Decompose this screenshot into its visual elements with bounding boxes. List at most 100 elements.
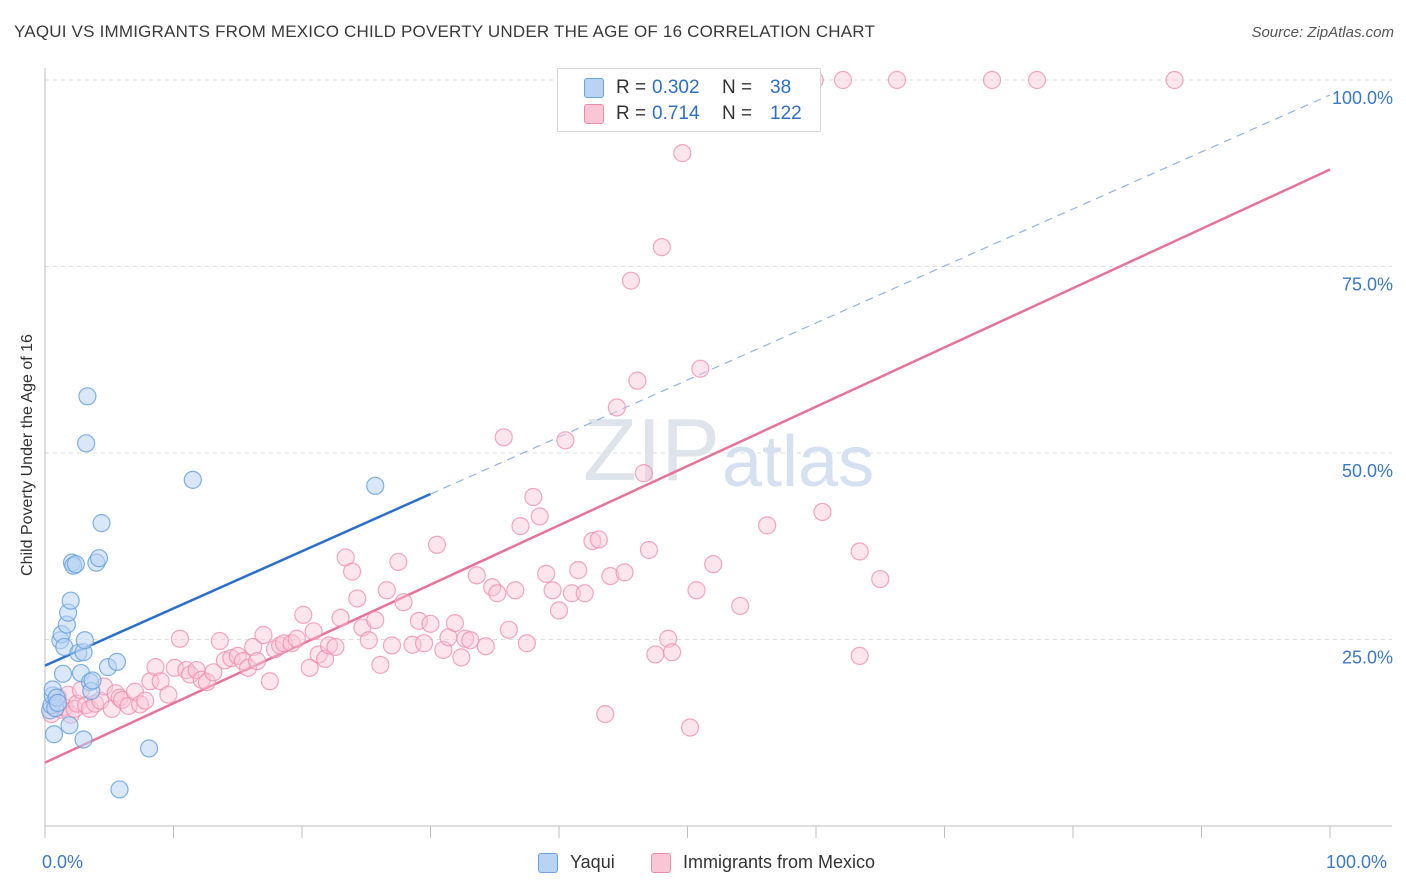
data-point-mexico <box>331 608 350 627</box>
data-point-yaqui <box>92 514 111 533</box>
watermark-atlas: atlas <box>722 422 874 502</box>
data-point-mexico <box>731 596 750 616</box>
legend-row-yaqui: R = 0.302 N = 38 <box>584 77 791 99</box>
data-point-mexico <box>569 561 588 580</box>
data-point-mexico <box>652 238 671 257</box>
data-point-yaqui <box>77 434 96 453</box>
grid-lines <box>45 79 1392 640</box>
data-point-yaqui <box>89 549 109 568</box>
data-point-mexico <box>146 658 165 677</box>
data-point-yaqui <box>83 671 102 690</box>
data-point-yaqui <box>75 631 94 650</box>
data-point-yaqui <box>366 476 385 495</box>
data-point-mexico <box>165 658 184 677</box>
data-point-mexico <box>260 672 279 691</box>
trend-lines <box>44 94 1331 764</box>
data-point-mexico <box>238 658 258 677</box>
data-point-mexico <box>494 428 513 447</box>
data-point-mexico <box>151 672 170 691</box>
data-point-mexico <box>136 691 155 710</box>
data-point-mexico <box>634 464 653 483</box>
data-point-mexico <box>646 645 665 664</box>
chart-title: YAQUI VS IMMIGRANTS FROM MEXICO CHILD PO… <box>14 22 876 41</box>
data-point-mexico <box>530 507 549 526</box>
trend-line-yaqui-extension <box>430 94 1331 495</box>
data-point-mexico <box>549 601 569 620</box>
data-point-mexico <box>615 563 634 582</box>
data-point-mexico <box>452 648 471 667</box>
data-point-yaqui <box>60 716 79 735</box>
data-point-mexico <box>409 611 429 630</box>
y-tick-label: 100.0% <box>1332 88 1393 108</box>
data-point-mexico <box>403 635 422 654</box>
data-point-mexico <box>65 699 84 718</box>
data-point-yaqui <box>139 739 159 758</box>
legend-item-yaqui[interactable]: Yaqui <box>538 852 615 873</box>
data-point-yaqui <box>107 652 127 671</box>
data-point-mexico <box>197 672 217 692</box>
data-point-yaqui <box>53 664 73 683</box>
data-point-mexico <box>343 562 362 581</box>
data-point-mexico <box>488 584 507 603</box>
data-point-mexico <box>366 611 385 630</box>
data-point-mexico <box>562 584 581 603</box>
data-point-mexico <box>159 685 178 704</box>
data-point-mexico <box>511 517 530 536</box>
data-point-mexico <box>371 655 390 674</box>
data-point-mexico <box>607 398 626 417</box>
data-point-yaqui <box>110 780 129 799</box>
data-point-yaqui <box>66 555 85 574</box>
data-point-mexico <box>506 581 525 600</box>
data-point-mexico <box>254 625 273 645</box>
data-point-mexico <box>850 542 869 561</box>
data-point-mexico <box>210 631 229 651</box>
data-point-mexico <box>833 70 853 90</box>
data-point-mexico <box>204 663 223 682</box>
data-point-mexico <box>704 555 723 574</box>
data-point-mexico <box>326 637 345 657</box>
data-point-mexico <box>348 589 367 608</box>
data-point-mexico <box>982 70 1002 90</box>
data-point-mexico <box>499 620 518 639</box>
data-point-mexico <box>316 649 335 668</box>
legend-row-mexico: R = 0.714 N = 122 <box>584 103 802 125</box>
y-tick-label: 75.0% <box>1342 275 1393 295</box>
legend-swatch-yaqui <box>584 78 604 98</box>
data-point-yaqui <box>78 387 97 406</box>
legend-item-mexico[interactable]: Immigrants from Mexico <box>651 852 875 873</box>
data-point-yaqui <box>48 693 67 713</box>
data-point-mexico <box>1165 70 1184 90</box>
data-point-yaqui <box>61 591 80 610</box>
data-point-mexico <box>680 718 700 737</box>
n-value: 122 <box>770 103 802 124</box>
data-point-mexico <box>659 629 678 648</box>
data-point-mexico <box>170 629 190 648</box>
watermark-zip: ZIP <box>583 400 720 499</box>
data-point-mexico <box>247 652 267 671</box>
data-point-mexico <box>887 70 907 90</box>
data-point-mexico <box>427 535 447 554</box>
data-point-mexico <box>543 581 562 600</box>
data-point-mexico <box>583 531 602 551</box>
data-point-mexico <box>287 629 306 648</box>
data-point-mexico <box>382 636 402 655</box>
legend-swatch-mexico <box>651 852 671 873</box>
data-point-mexico <box>517 634 536 653</box>
data-point-mexico <box>673 144 692 163</box>
data-point-mexico <box>304 622 323 641</box>
x-tick-label-max: 100.0% <box>1326 852 1388 872</box>
series-yaqui-points <box>41 387 385 799</box>
data-point-mexico <box>476 637 495 656</box>
data-point-yaqui <box>183 470 202 489</box>
legend-label-mexico: Immigrants from Mexico <box>683 852 876 872</box>
n-label: N = <box>722 103 753 124</box>
data-point-mexico <box>596 704 615 724</box>
data-point-mexico <box>414 634 434 653</box>
data-point-mexico <box>294 605 313 624</box>
x-tick-label-min: 0.0% <box>42 852 84 872</box>
data-point-mexico <box>359 631 378 650</box>
stats-legend: R = 0.302 N = 38 R = 0.714 N = 122 <box>557 68 821 132</box>
source-label: Source: ZipAtlas.com <box>1251 24 1394 41</box>
data-point-mexico <box>691 359 710 378</box>
